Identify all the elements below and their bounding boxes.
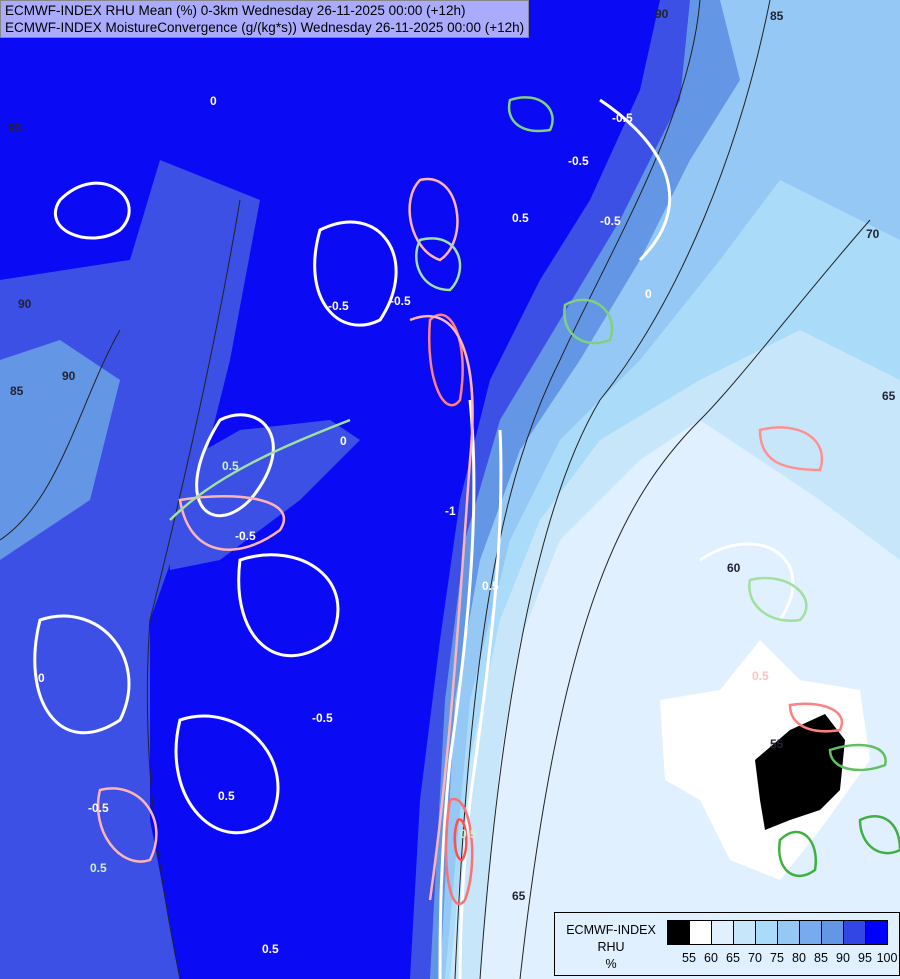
conv-label: -0.5 [612, 111, 633, 125]
conv-label: 0.5 [460, 827, 477, 841]
legend-ticks: 55 60 65 70 75 80 85 90 95 100 [667, 951, 900, 971]
conv-label: -0.5 [235, 529, 256, 543]
convergence-negative-contours [96, 177, 844, 906]
conv-label: -0.5 [88, 801, 109, 815]
conv-label: 0 [645, 287, 652, 301]
legend-tick-label: 95 [858, 951, 872, 965]
legend-swatch [800, 921, 822, 944]
conv-label: 0.5 [262, 942, 279, 956]
rhu-label: 60 [727, 561, 741, 575]
color-legend: ECMWF-INDEX RHU % 55 60 65 70 75 80 85 90 95 100 [554, 912, 900, 976]
legend-tick-label: 85 [814, 951, 828, 965]
conv-label: 0.5 [512, 211, 529, 225]
rhu-label: 70 [866, 227, 880, 241]
conv-label: -0.5 [600, 214, 621, 228]
legend-swatch [778, 921, 800, 944]
convergence-zero-contours [33, 98, 795, 979]
legend-tick-label: 65 [726, 951, 740, 965]
legend-tick-label: 90 [836, 951, 850, 965]
rhu-label: 65 [882, 389, 896, 403]
legend-swatch [668, 921, 690, 944]
legend-tick-label: 80 [792, 951, 806, 965]
title-line-convergence: ECMWF-INDEX MoistureConvergence (g/(kg*s… [5, 20, 525, 35]
legend-tick-label: 55 [682, 951, 696, 965]
legend-swatch [690, 921, 712, 944]
legend-swatch [712, 921, 734, 944]
legend-tick-label: 75 [770, 951, 784, 965]
legend-title-variable: RHU [597, 940, 625, 954]
legend-colorbar [667, 920, 888, 945]
conv-label: 0.5 [218, 789, 235, 803]
legend-swatch [822, 921, 844, 944]
rhu-label: 65 [512, 889, 526, 903]
conv-label: -0.5 [328, 299, 349, 313]
legend-tick-label: 100 [876, 951, 898, 965]
conv-label: 0.5 [222, 459, 239, 473]
conv-label: -1 [445, 504, 456, 518]
rhu-90-95-patch [170, 420, 360, 570]
convergence-positive-contours [169, 96, 900, 877]
rhu-label: 90 [62, 369, 76, 383]
conv-label: -0.5 [568, 154, 589, 168]
map-title: ECMWF-INDEX RHU Mean (%) 0-3km Wednesday… [0, 0, 530, 38]
rhu-label: 85 [770, 9, 784, 23]
legend-swatch [734, 921, 756, 944]
title-line-rhu: ECMWF-INDEX RHU Mean (%) 0-3km Wednesday… [5, 3, 466, 18]
rhu-label: 85 [10, 384, 24, 398]
conv-label: 0 [210, 94, 217, 108]
legend-swatch [844, 921, 866, 944]
conv-label: -0.5 [390, 294, 411, 308]
conv-label: 0.5 [90, 861, 107, 875]
conv-label: 0.5 [482, 579, 499, 593]
legend-title: ECMWF-INDEX RHU % [559, 922, 663, 973]
legend-title-source: ECMWF-INDEX [566, 923, 656, 937]
rhu-label: 55 [770, 737, 784, 751]
legend-tick-label: 70 [748, 951, 762, 965]
contour-labels: 95 90 85 85 90 70 65 65 60 55 90 0 0 0 -… [8, 7, 896, 956]
conv-label: 0.5 [752, 669, 769, 683]
rhu-below-55-area [755, 714, 845, 830]
rhu-label: 90 [18, 297, 32, 311]
conv-label: 0 [38, 671, 45, 685]
conv-label: -0.5 [312, 711, 333, 725]
legend-swatch [866, 921, 887, 944]
conv-label: 0 [340, 434, 347, 448]
rhu-label: 90 [655, 7, 669, 21]
legend-swatch [756, 921, 778, 944]
rhu-label: 95 [8, 121, 22, 135]
legend-unit: % [605, 957, 617, 971]
rhu-isolines [0, 0, 871, 979]
legend-tick-label: 60 [704, 951, 718, 965]
rhu-95-100-area [0, 0, 660, 979]
